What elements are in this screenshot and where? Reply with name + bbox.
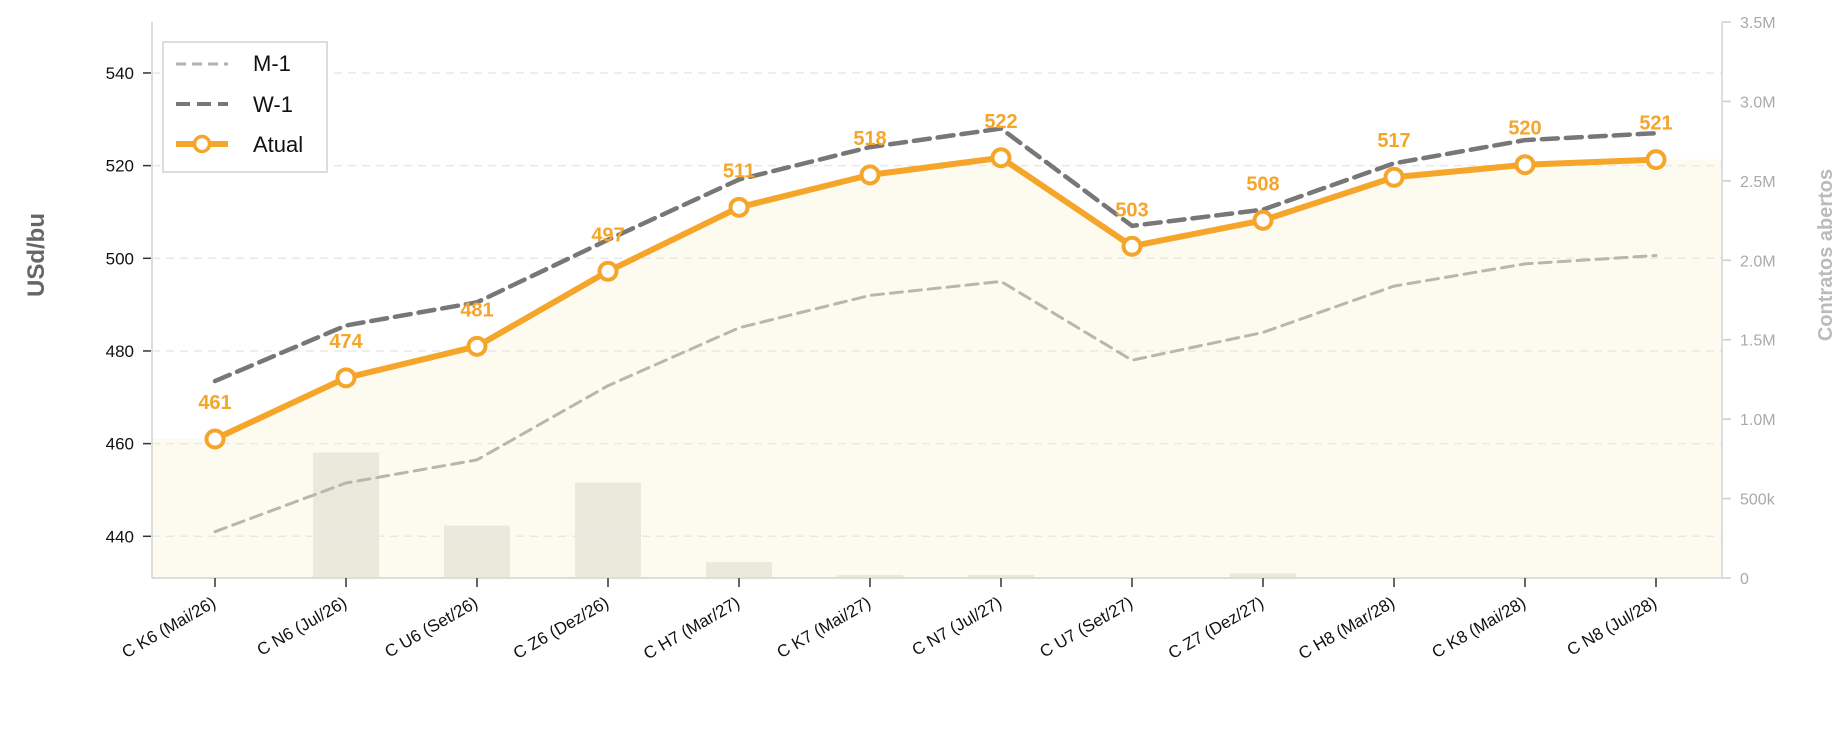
y-axis-right-title: Contratos abertos (1815, 169, 1837, 341)
legend-label-w1: W-1 (253, 92, 293, 117)
open-interest-bar (575, 482, 641, 578)
data-labels: 461 474 481 497 511 518 522 503 508 517 520 521 (198, 111, 1672, 414)
data-label: 520 (1508, 118, 1541, 140)
area-fill-layer (152, 157, 1722, 579)
open-interest-bar (968, 574, 1034, 578)
data-label: 503 (1115, 199, 1148, 221)
y-tick-label: 480 (106, 342, 134, 361)
data-label: 521 (1639, 113, 1672, 135)
y-tick-label: 500 (106, 249, 134, 268)
y-right-tick-label: 3.5M (1740, 15, 1776, 32)
series-line-m1 (213, 254, 1658, 534)
legend-label-atual: Atual (253, 132, 303, 157)
current-point (1645, 149, 1667, 171)
current-point (597, 260, 619, 282)
open-interest-bar (444, 525, 510, 578)
legend: M-1 W-1 Atual (162, 41, 328, 173)
current-point (1514, 154, 1536, 176)
open-interest-bars (313, 452, 1296, 578)
y-right-tick-label: 1.5M (1740, 333, 1776, 350)
y-right-tick-label: 500k (1740, 492, 1776, 509)
y-right-tick-label: 0 (1740, 571, 1749, 588)
y-right-tick-label: 2.0M (1740, 253, 1776, 270)
legend-item-m1: M-1 (176, 51, 291, 76)
legend-box (162, 41, 328, 173)
current-point (859, 164, 881, 186)
y-tick-label: 540 (106, 64, 134, 83)
y-tick-label: 440 (106, 527, 134, 546)
legend-label-m1: M-1 (253, 51, 291, 76)
area-under-current-curve (152, 157, 1722, 579)
current-point (990, 147, 1012, 169)
legend-marker-atual (192, 134, 212, 154)
open-interest-bar (706, 562, 772, 578)
current-point (1383, 166, 1405, 188)
current-point (728, 196, 750, 218)
current-point (1252, 209, 1274, 231)
series-line-w1 (212, 126, 1659, 384)
y-right-tick-label: 3.0M (1740, 94, 1776, 111)
y-tick-label: 460 (106, 435, 134, 454)
current-point (204, 428, 226, 450)
data-label: 497 (591, 224, 624, 246)
current-point (1121, 235, 1143, 257)
y-right-tick-label: 2.5M (1740, 174, 1776, 191)
data-label: 511 (723, 160, 755, 182)
data-label: 522 (984, 111, 1017, 133)
y-right-tick-label: 1.0M (1740, 412, 1776, 429)
data-label: 481 (460, 299, 493, 321)
legend-item-atual: Atual (176, 132, 303, 157)
data-label: 461 (198, 392, 231, 414)
series-lines (204, 126, 1667, 534)
series-line-atual (212, 154, 1659, 442)
data-label: 474 (329, 331, 363, 353)
current-point (335, 367, 357, 389)
data-label: 518 (853, 128, 886, 150)
data-label: 508 (1246, 173, 1279, 195)
current-point (466, 335, 488, 357)
legend-item-w1: W-1 (176, 92, 293, 117)
y-axis-title: USd/bu (23, 213, 50, 297)
open-interest-bar (837, 574, 903, 578)
open-interest-bar (313, 452, 379, 578)
data-label: 517 (1377, 130, 1410, 152)
open-interest-bar (1230, 573, 1296, 578)
y-tick-label: 520 (106, 157, 134, 176)
